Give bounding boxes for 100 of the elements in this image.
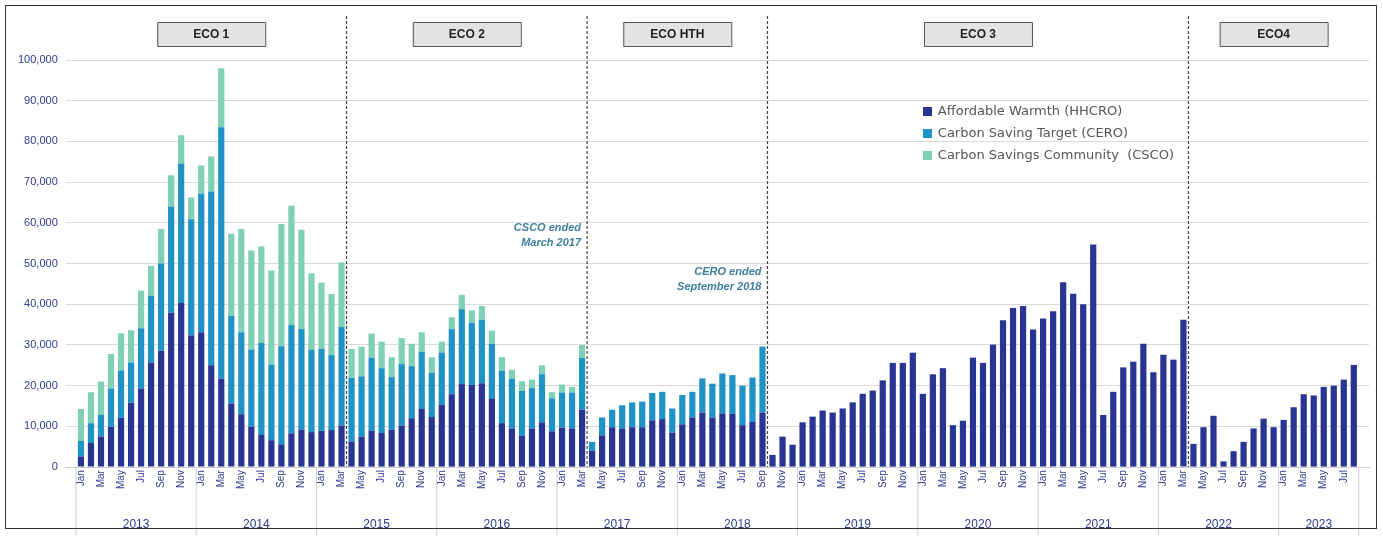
bar <box>1080 304 1087 467</box>
x-tick-label: May <box>956 470 968 490</box>
x-tick-label: Jul <box>1217 470 1229 483</box>
x-tick-label: Jul <box>375 470 387 483</box>
x-tick-label: May <box>1076 470 1088 490</box>
x-tick-label: Nov <box>656 470 668 488</box>
bar <box>508 369 516 379</box>
x-tick-label: Jul <box>856 470 868 483</box>
y-tick-label: 70,000 <box>24 175 58 188</box>
bar <box>208 191 215 366</box>
bar <box>588 441 596 451</box>
bar <box>117 417 125 467</box>
bar <box>639 401 646 428</box>
bar <box>969 357 977 467</box>
x-tick-label: Nov <box>174 470 186 488</box>
bar <box>148 295 155 363</box>
x-tick-label: Nov <box>896 470 908 488</box>
bar <box>137 290 145 329</box>
bar <box>408 343 415 367</box>
legend-label: Carbon Savings Community (CSCO) <box>937 146 1174 164</box>
text: 2017 <box>603 517 631 532</box>
bar <box>168 206 175 313</box>
bar <box>248 426 255 467</box>
bar <box>1230 451 1237 467</box>
bar <box>248 250 255 350</box>
x-tick-label: Sep <box>154 469 166 488</box>
x-tick-label: Jul <box>1097 470 1108 483</box>
bar <box>368 430 375 467</box>
x-tick-label: Jul <box>1337 470 1349 483</box>
bar <box>298 329 305 430</box>
bar <box>87 423 95 444</box>
text: 2015 <box>363 517 391 532</box>
x-tick-label: Nov <box>295 470 307 488</box>
x-tick-label: Jan <box>435 470 447 487</box>
bar <box>1220 461 1227 467</box>
bar <box>548 431 556 467</box>
bar <box>348 349 355 378</box>
bar <box>739 385 746 426</box>
bar <box>669 432 676 467</box>
bar <box>799 422 806 467</box>
bar <box>1290 407 1297 467</box>
bar <box>1050 311 1057 467</box>
bar <box>659 419 666 467</box>
x-tick-label: Nov <box>1137 470 1149 488</box>
bar <box>578 344 586 358</box>
bar <box>528 428 536 467</box>
bar <box>178 303 185 467</box>
x-tick-label: Mar <box>94 469 106 488</box>
x-tick-label: Jan <box>315 470 327 487</box>
x-tick-label: Sep <box>756 469 768 488</box>
bar <box>478 383 485 467</box>
bar <box>368 333 375 358</box>
bar <box>679 424 686 467</box>
bar <box>418 408 425 467</box>
bar <box>288 205 295 326</box>
bar <box>488 398 495 467</box>
bar <box>107 426 115 467</box>
bar <box>1100 415 1107 467</box>
bar <box>1110 391 1117 467</box>
text: ECO 3 <box>959 27 997 42</box>
bar <box>228 233 235 316</box>
bar <box>117 333 125 371</box>
text: 2022 <box>1205 517 1233 532</box>
x-tick-label: Mar <box>816 469 828 488</box>
bar <box>939 368 946 467</box>
bar <box>829 412 836 467</box>
bar <box>398 364 405 426</box>
x-tick-label: Jul <box>976 470 988 483</box>
bar <box>629 402 636 428</box>
bar <box>478 319 485 384</box>
x-tick-label: Jul <box>134 470 146 483</box>
bar <box>478 305 485 320</box>
bar <box>378 432 385 467</box>
bar <box>578 358 586 410</box>
bar <box>1019 305 1027 467</box>
bar <box>689 391 696 418</box>
bar <box>1210 415 1217 467</box>
bar <box>528 379 536 389</box>
x-tick-label: Jan <box>676 470 688 487</box>
bar <box>228 315 235 404</box>
x-tick-label: May <box>355 470 367 490</box>
bar <box>899 362 906 467</box>
bar <box>428 357 435 373</box>
bar <box>458 294 465 310</box>
bar <box>819 410 826 467</box>
bar <box>1310 395 1317 467</box>
x-tick-label: Mar <box>1056 469 1068 488</box>
bar <box>929 374 936 467</box>
y-tick-label: 50,000 <box>24 256 58 269</box>
bar <box>789 444 796 467</box>
x-tick-label: Jul <box>495 470 507 483</box>
bar <box>498 370 506 424</box>
text: 2021 <box>1084 517 1112 532</box>
bar <box>338 425 345 467</box>
bar <box>568 428 576 467</box>
bar <box>558 392 566 428</box>
bar <box>127 362 135 403</box>
bar <box>388 377 395 430</box>
bar <box>1130 361 1137 467</box>
bar <box>759 346 766 413</box>
